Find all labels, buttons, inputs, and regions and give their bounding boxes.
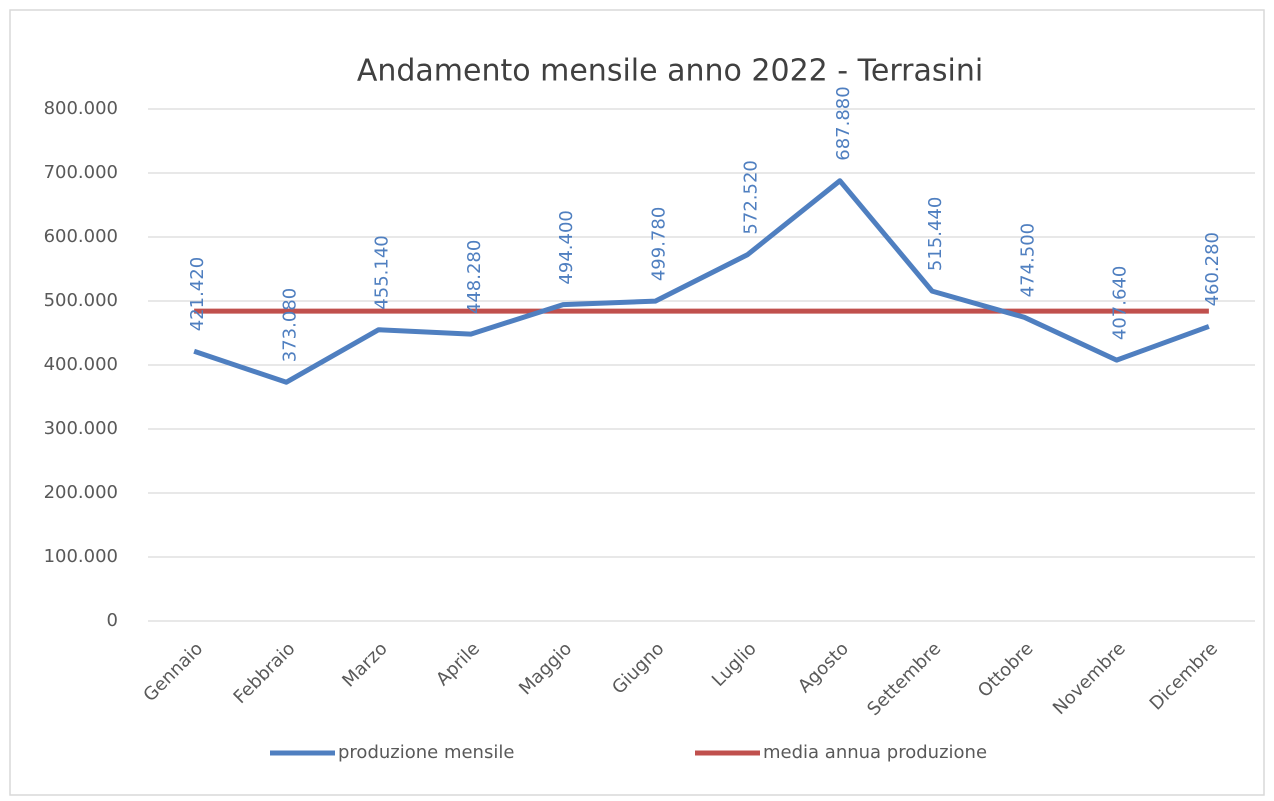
y-tick-label: 800.000 [44,98,118,119]
data-label: 373.080 [279,288,300,362]
y-tick-label: 700.000 [44,162,118,183]
y-tick-label: 400.000 [44,354,118,375]
legend-label: media annua produzione [763,742,987,763]
data-label: 499.780 [648,207,669,281]
y-tick-label: 0 [107,610,118,631]
data-label: 455.140 [372,235,393,309]
data-label: 421.420 [187,257,208,331]
data-label: 494.400 [556,210,577,284]
data-label: 460.280 [1202,232,1223,306]
chart-title: Andamento mensile anno 2022 - Terrasini [357,54,983,89]
y-tick-label: 500.000 [44,290,118,311]
data-label: 515.440 [925,197,946,271]
data-label: 572.520 [741,160,762,234]
legend-label: produzione mensile [338,742,514,763]
chart-border [9,9,1265,796]
data-label: 448.280 [464,240,485,314]
data-label: 687.880 [833,86,854,160]
series-line [193,178,1210,385]
data-label: 474.500 [1017,223,1038,297]
y-tick-label: 100.000 [44,546,118,567]
y-tick-label: 200.000 [44,482,118,503]
y-tick-label: 600.000 [44,226,118,247]
y-tick-label: 300.000 [44,418,118,439]
data-label: 407.640 [1110,266,1131,340]
